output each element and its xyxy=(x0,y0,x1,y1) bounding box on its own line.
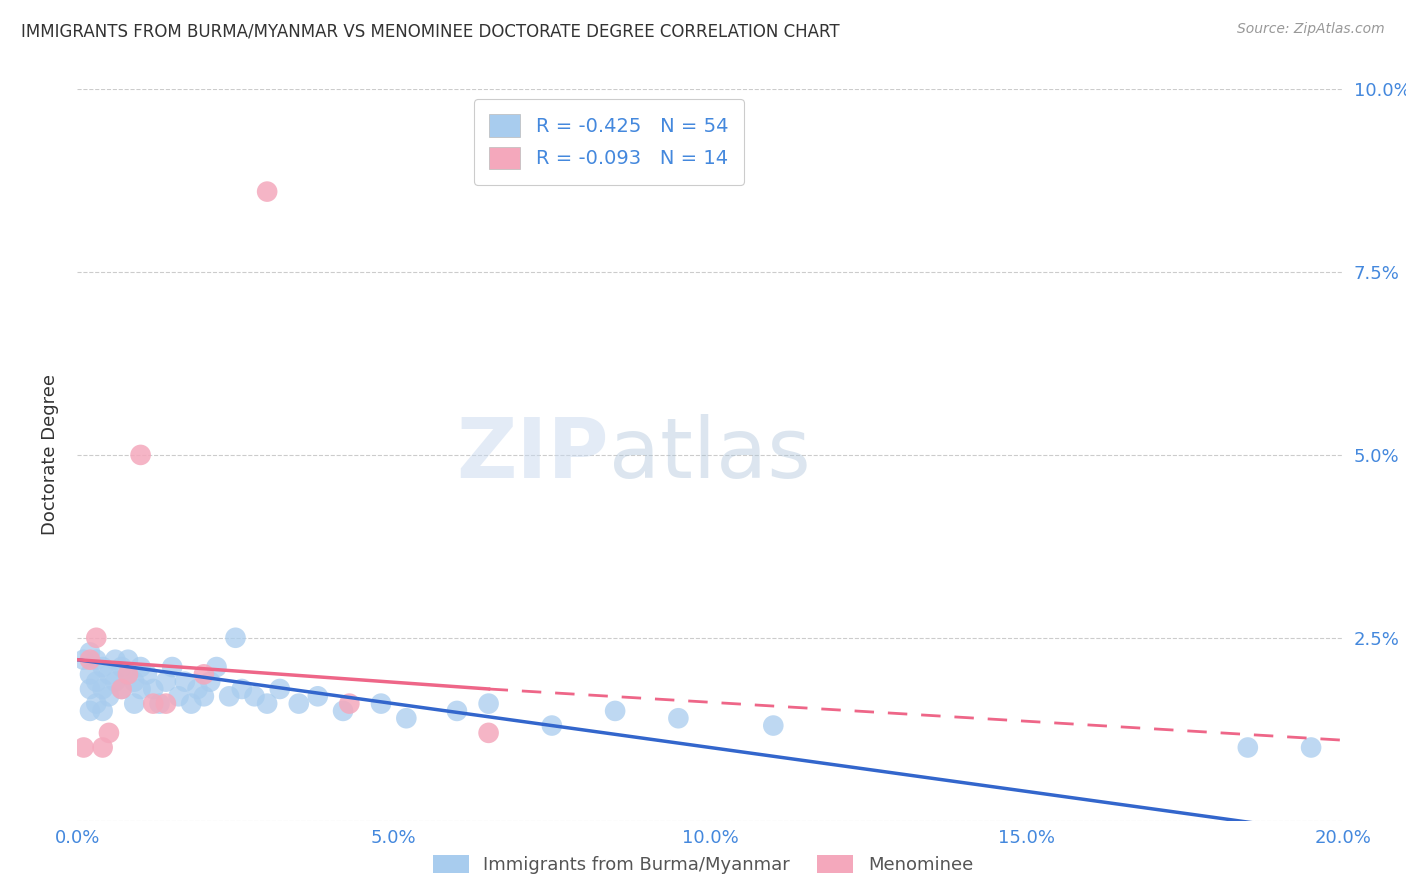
Point xyxy=(446,704,468,718)
Point xyxy=(167,690,190,704)
Point xyxy=(288,697,311,711)
Point xyxy=(256,185,278,199)
Point xyxy=(205,660,228,674)
Point xyxy=(91,740,114,755)
Point xyxy=(136,667,159,681)
Point xyxy=(1301,740,1323,755)
Point xyxy=(79,645,101,659)
Point xyxy=(73,740,96,755)
Point xyxy=(332,704,354,718)
Y-axis label: Doctorate Degree: Doctorate Degree xyxy=(41,375,59,535)
Point xyxy=(243,690,266,704)
Point xyxy=(98,667,120,681)
Point xyxy=(218,690,240,704)
Point xyxy=(104,653,127,667)
Point xyxy=(104,674,127,689)
Point xyxy=(86,631,108,645)
Point xyxy=(200,674,222,689)
Text: atlas: atlas xyxy=(609,415,810,495)
Legend: Immigrants from Burma/Myanmar, Menominee: Immigrants from Burma/Myanmar, Menominee xyxy=(423,846,983,883)
Point xyxy=(79,667,101,681)
Point xyxy=(155,697,177,711)
Point xyxy=(395,711,418,725)
Text: Source: ZipAtlas.com: Source: ZipAtlas.com xyxy=(1237,22,1385,37)
Point xyxy=(98,726,120,740)
Point xyxy=(111,660,132,674)
Point xyxy=(478,726,501,740)
Point xyxy=(117,667,139,681)
Point xyxy=(187,681,209,696)
Point xyxy=(762,718,785,732)
Point xyxy=(269,681,291,696)
Point xyxy=(1237,740,1260,755)
Point xyxy=(193,667,215,681)
Point xyxy=(231,681,253,696)
Point xyxy=(86,674,108,689)
Point xyxy=(86,697,108,711)
Point xyxy=(111,681,132,696)
Point xyxy=(124,674,146,689)
Point xyxy=(79,704,101,718)
Point xyxy=(98,690,120,704)
Point xyxy=(605,704,627,718)
Text: IMMIGRANTS FROM BURMA/MYANMAR VS MENOMINEE DOCTORATE DEGREE CORRELATION CHART: IMMIGRANTS FROM BURMA/MYANMAR VS MENOMIN… xyxy=(21,22,839,40)
Point xyxy=(91,660,114,674)
Point xyxy=(149,697,172,711)
Point xyxy=(91,681,114,696)
Point xyxy=(124,697,146,711)
Point xyxy=(129,681,152,696)
Point xyxy=(129,660,152,674)
Point xyxy=(370,697,392,711)
Point xyxy=(73,653,96,667)
Point xyxy=(79,653,101,667)
Legend: R = -0.425   N = 54, R = -0.093   N = 14: R = -0.425 N = 54, R = -0.093 N = 14 xyxy=(474,99,744,185)
Point xyxy=(478,697,501,711)
Point xyxy=(225,631,247,645)
Point xyxy=(162,660,183,674)
Point xyxy=(86,653,108,667)
Point xyxy=(142,681,165,696)
Point xyxy=(174,674,197,689)
Point xyxy=(180,697,202,711)
Point xyxy=(117,667,139,681)
Point xyxy=(193,690,215,704)
Point xyxy=(339,697,360,711)
Point xyxy=(79,681,101,696)
Point xyxy=(155,674,177,689)
Point xyxy=(91,704,114,718)
Point xyxy=(541,718,564,732)
Point xyxy=(256,697,278,711)
Text: ZIP: ZIP xyxy=(457,415,609,495)
Point xyxy=(111,681,132,696)
Point xyxy=(307,690,329,704)
Point xyxy=(117,653,139,667)
Point xyxy=(142,697,165,711)
Point xyxy=(668,711,690,725)
Point xyxy=(129,448,152,462)
